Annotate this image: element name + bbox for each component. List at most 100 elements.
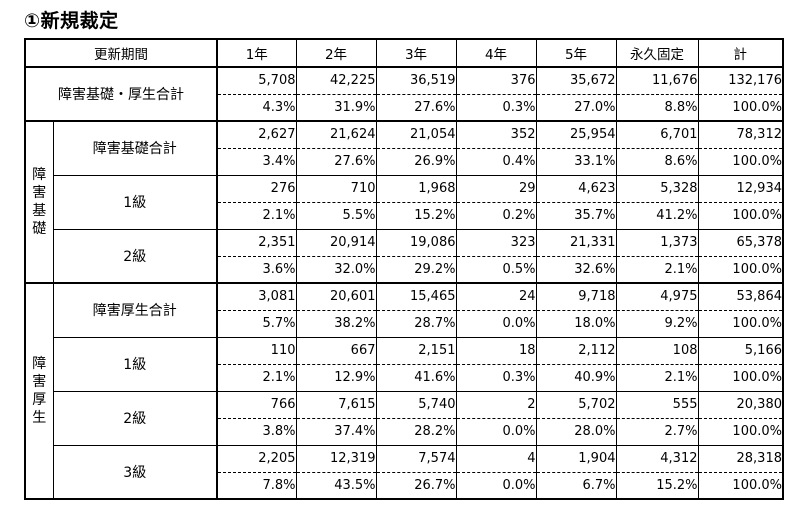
percent-cell: 8.6% [615,148,699,176]
row-label: 障害基礎・厚生合計 [24,66,218,122]
count-cell: 20,601 [295,282,377,311]
count-cell: 65,378 [697,228,784,257]
row-label: 1級 [52,174,218,230]
percent-cell: 3.6% [216,256,297,284]
page-title: ①新規裁定 [24,10,119,32]
count-cell: 2,112 [535,336,617,365]
count-cell: 667 [295,336,377,365]
count-cell: 3,081 [216,282,297,311]
percent-cell: 0.0% [455,310,537,338]
count-cell: 5,708 [216,66,297,95]
count-cell: 29 [455,174,537,203]
group-label-char: 厚 [32,392,47,408]
group-label: 障害厚生 [24,282,54,500]
table-row-percentages: 2.1% 5.5% 15.2% 0.2% 35.7% 41.2% 100.0% [25,202,784,230]
group-label-char: 障 [32,167,47,183]
count-cell: 2,205 [216,444,297,473]
count-cell: 276 [216,174,297,203]
count-cell: 4,975 [615,282,699,311]
count-cell: 555 [615,390,699,419]
column-header: 1年 [216,38,297,68]
table-row-percentages: 3.8% 37.4% 28.2% 0.0% 28.0% 2.7% 100.0% [25,418,784,446]
percent-cell: 41.6% [375,364,457,392]
row-label: 2級 [52,228,218,284]
percent-cell: 41.2% [615,202,699,230]
count-cell: 21,054 [375,120,457,149]
group-label-char: 害 [32,185,47,201]
column-header: 4年 [455,38,537,68]
table-row-counts: 1級 276 710 1,968 29 4,623 5,328 12,934 [25,174,784,230]
count-cell: 7,615 [295,390,377,419]
count-cell: 710 [295,174,377,203]
percent-cell: 100.0% [697,472,784,500]
group-label-char: 生 [32,410,47,426]
count-cell: 20,914 [295,228,377,257]
column-header: 永久固定 [615,38,699,68]
table-row-percentages: 3.4% 27.6% 26.9% 0.4% 33.1% 8.6% 100.0% [25,148,784,176]
percent-cell: 15.2% [615,472,699,500]
percent-cell: 2.7% [615,418,699,446]
count-cell: 376 [455,66,537,95]
table-row-counts: 3級 2,205 12,319 7,574 4 1,904 4,312 28,318 [25,444,784,500]
count-cell: 25,954 [535,120,617,149]
percent-cell: 28.2% [375,418,457,446]
count-cell: 4,623 [535,174,617,203]
percent-cell: 26.9% [375,148,457,176]
count-cell: 2 [455,390,537,419]
percent-cell: 0.0% [455,472,537,500]
percent-cell: 33.1% [535,148,617,176]
count-cell: 7,574 [375,444,457,473]
percent-cell: 27.0% [535,94,617,122]
percent-cell: 100.0% [697,202,784,230]
count-cell: 132,176 [697,66,784,95]
count-cell: 19,086 [375,228,457,257]
percent-cell: 0.0% [455,418,537,446]
count-cell: 2,151 [375,336,457,365]
percent-cell: 28.7% [375,310,457,338]
percent-cell: 100.0% [697,256,784,284]
percent-cell: 43.5% [295,472,377,500]
table-row-percentages: 2.1% 12.9% 41.6% 0.3% 40.9% 2.1% 100.0% [25,364,784,392]
count-cell: 4,312 [615,444,699,473]
percent-cell: 0.3% [455,364,537,392]
row-label: 障害基礎合計 [52,120,218,176]
percent-cell: 2.1% [216,202,297,230]
table-row-counts: 障害基礎・厚生合計 5,708 42,225 36,519 376 35,672 11,67… [24,66,784,122]
percent-cell: 3.8% [216,418,297,446]
count-cell: 352 [455,120,537,149]
percent-cell: 38.2% [295,310,377,338]
percent-cell: 3.4% [216,148,297,176]
count-cell: 9,718 [535,282,617,311]
count-cell: 15,465 [375,282,457,311]
percent-cell: 5.5% [295,202,377,230]
row-label: 障害厚生合計 [52,282,218,338]
group-label-char: 害 [32,374,47,390]
group-label: 障害基礎 [24,120,54,284]
percent-cell: 37.4% [295,418,377,446]
count-cell: 42,225 [295,66,377,95]
count-cell: 24 [455,282,537,311]
count-cell: 21,624 [295,120,377,149]
row-label: 2級 [52,390,218,446]
percent-cell: 2.1% [615,364,699,392]
count-cell: 36,519 [375,66,457,95]
column-header: 2年 [295,38,377,68]
table-row-percentages: 7.8% 43.5% 26.7% 0.0% 6.7% 15.2% 100.0% [25,472,784,500]
percent-cell: 15.2% [375,202,457,230]
table-row-counts: 2級 2,351 20,914 19,086 323 21,331 1,373 65,378 [25,228,784,284]
percent-cell: 35.7% [535,202,617,230]
count-cell: 2,351 [216,228,297,257]
column-header: 5年 [535,38,617,68]
percent-cell: 31.9% [295,94,377,122]
count-cell: 766 [216,390,297,419]
percent-cell: 100.0% [697,418,784,446]
percent-cell: 18.0% [535,310,617,338]
table-row-counts: 障害厚生障害厚生合計 3,081 20,601 15,465 24 9,718 4,975 5… [24,282,784,500]
percent-cell: 4.3% [216,94,297,122]
percent-cell: 2.1% [615,256,699,284]
count-cell: 78,312 [697,120,784,149]
count-cell: 5,702 [535,390,617,419]
percent-cell: 2.1% [216,364,297,392]
count-cell: 5,740 [375,390,457,419]
renewal-period-table: 更新期間 1年 2年 3年 4年 5年 永久固定 計 障害基礎・厚生合計 5,70… [24,38,784,500]
